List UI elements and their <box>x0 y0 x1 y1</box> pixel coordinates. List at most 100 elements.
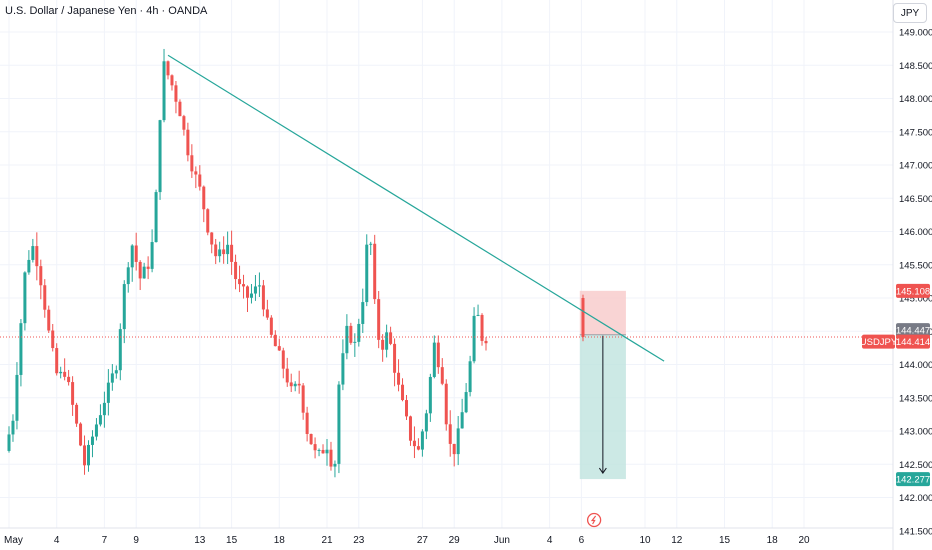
candle-body <box>329 449 333 467</box>
candle-body <box>408 416 412 441</box>
candle-body <box>269 317 273 335</box>
candle-body <box>436 342 440 368</box>
resistance-trendline <box>167 54 665 362</box>
candle-body <box>257 285 261 287</box>
time-axis[interactable]: May 4 7 9 13 15 18 21 23 27 29 Jun 4 6 10 12 15 18 20 <box>0 527 893 546</box>
candle-body <box>412 440 416 447</box>
candle-body <box>389 332 393 344</box>
candle-body <box>158 120 162 193</box>
candle-body <box>472 315 476 362</box>
price-tick-label: 146.000 <box>899 227 932 238</box>
candle-body <box>301 385 305 413</box>
candle-body <box>337 384 341 464</box>
candle-body <box>444 383 448 425</box>
candle-body <box>484 340 488 344</box>
time-tick-label: 27 <box>417 535 429 546</box>
candle-body <box>456 428 460 455</box>
candle-body <box>206 209 210 233</box>
candle-body <box>7 434 11 451</box>
candle-body <box>178 101 182 117</box>
candle-body <box>341 353 345 385</box>
candle-body <box>476 314 480 316</box>
candle-body <box>581 298 585 337</box>
time-tick-label: 23 <box>353 535 365 546</box>
candle-body <box>166 61 170 76</box>
candle-body <box>448 424 452 444</box>
grid-lines <box>0 0 893 528</box>
candlestick-series <box>0 48 893 478</box>
candle-body <box>35 246 39 267</box>
candle-body <box>71 382 75 405</box>
price-tick-label: 142.500 <box>899 460 932 471</box>
candle-body <box>27 259 31 273</box>
candle-body <box>174 85 178 102</box>
candle-body <box>102 402 106 416</box>
time-tick-label: 4 <box>547 535 553 546</box>
candle-body <box>416 446 420 450</box>
candle-body <box>134 245 138 262</box>
candle-body <box>424 413 428 432</box>
currency-button[interactable]: JPY <box>893 3 927 23</box>
time-tick-label: Jun <box>494 535 510 546</box>
candle-body <box>146 266 150 269</box>
trendline-layer[interactable] <box>167 54 665 362</box>
candle-body <box>230 244 234 262</box>
candle-body <box>333 463 337 467</box>
position-zones[interactable] <box>579 290 626 480</box>
time-tick-label: 12 <box>671 535 683 546</box>
candle-body <box>202 186 206 210</box>
candle-body <box>190 155 194 172</box>
entry-price-tag-bg <box>896 323 930 338</box>
candle-body <box>238 279 242 285</box>
candle-body <box>349 325 353 343</box>
candle-body <box>43 285 47 310</box>
time-tick-label: 15 <box>719 535 731 546</box>
price-tick-label: 145.500 <box>899 260 932 271</box>
candle-body <box>242 284 246 287</box>
candle-body <box>273 334 277 347</box>
candle-body <box>75 404 79 424</box>
candle-body <box>31 246 35 260</box>
candle-body <box>39 266 43 286</box>
candle-body <box>63 371 67 377</box>
candle-body <box>353 341 357 343</box>
time-tick-label: 29 <box>449 535 461 546</box>
price-tick-label: 141.500 <box>899 526 932 537</box>
candle-body <box>234 261 238 280</box>
candle-body <box>154 192 158 243</box>
candle-body <box>87 444 90 466</box>
candle-body <box>373 243 377 300</box>
time-tick-label: 9 <box>133 535 139 546</box>
candle-body <box>182 116 186 130</box>
time-tick-label: 18 <box>767 535 779 546</box>
candle-body <box>253 286 257 294</box>
candle-body <box>222 249 226 255</box>
price-axis[interactable]: 149.000 148.500 148.000 147.500 147.000 146.5… <box>892 0 932 550</box>
candle-body <box>162 61 166 121</box>
candle-body <box>452 443 456 455</box>
candle-body <box>464 392 468 413</box>
candle-body <box>460 412 464 429</box>
candle-body <box>59 371 63 374</box>
time-tick-label: 15 <box>226 535 238 546</box>
candle-body <box>480 314 484 341</box>
candle-body <box>249 293 253 298</box>
target-arrow-head <box>598 467 607 474</box>
candle-body <box>83 445 87 466</box>
candle-body <box>293 383 297 387</box>
price-tick-label: 143.500 <box>899 393 932 404</box>
time-tick-label: 13 <box>194 535 206 546</box>
candle-body <box>297 383 301 386</box>
candle-body <box>138 261 142 279</box>
candle-body <box>150 242 154 269</box>
candle-body <box>381 339 385 350</box>
candle-body <box>15 374 19 421</box>
candle-body <box>51 330 55 349</box>
candle-body <box>397 372 401 385</box>
candle-body <box>214 244 218 257</box>
price-tick-label: 147.500 <box>899 127 932 138</box>
candle-body <box>313 444 317 451</box>
chart-title: U.S. Dollar / Japanese Yen · 4h · OANDA <box>5 5 208 17</box>
